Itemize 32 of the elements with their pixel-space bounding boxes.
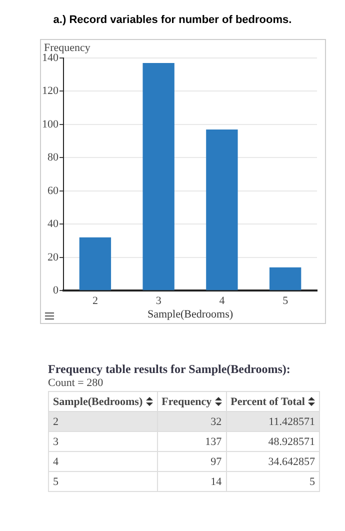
category-label: 4 xyxy=(53,456,58,468)
text: Frequency table results for Sample(Bedrooms): xyxy=(48,362,292,377)
y-tick-label: 100 xyxy=(42,118,59,130)
text: 14 xyxy=(157,472,226,492)
text: 11.428571 xyxy=(226,412,320,432)
x-axis-title: Sample(Bedrooms) xyxy=(147,308,234,320)
x-tick-label: 5 xyxy=(282,295,289,308)
text: 5 xyxy=(226,472,320,492)
y-tick-label: 120 xyxy=(42,85,59,98)
text: 34.642857 xyxy=(226,452,320,472)
text: 5 xyxy=(53,476,58,488)
text: 48.928571 xyxy=(226,432,320,452)
y-tick-label: 20 xyxy=(48,251,59,264)
text: 97 xyxy=(157,452,226,472)
category-label: 2 xyxy=(53,416,58,428)
x-tick-label: 2 xyxy=(92,295,98,308)
text: 32 xyxy=(157,412,226,432)
text: 137 xyxy=(157,432,226,452)
x-tick-label: 3 xyxy=(156,295,162,308)
category-label: 3 xyxy=(53,436,58,448)
y-tick-label: 80 xyxy=(48,152,59,164)
x-tick-label: 4 xyxy=(219,295,226,308)
y-axis-title: Frequency xyxy=(44,42,90,54)
text: Sample(Bedrooms) xyxy=(53,396,143,408)
y-tick-label: 60 xyxy=(48,184,59,197)
y-tick-label: 140 xyxy=(42,52,59,64)
text: Frequency xyxy=(162,396,212,408)
chart-title: a.) Record variables for number of bedrooms. xyxy=(52,14,293,26)
text: Percent of Total xyxy=(226,392,320,412)
text: Count = 280 xyxy=(48,377,104,389)
y-tick-label: 0 xyxy=(53,284,59,296)
y-tick-label: 40 xyxy=(48,218,59,230)
